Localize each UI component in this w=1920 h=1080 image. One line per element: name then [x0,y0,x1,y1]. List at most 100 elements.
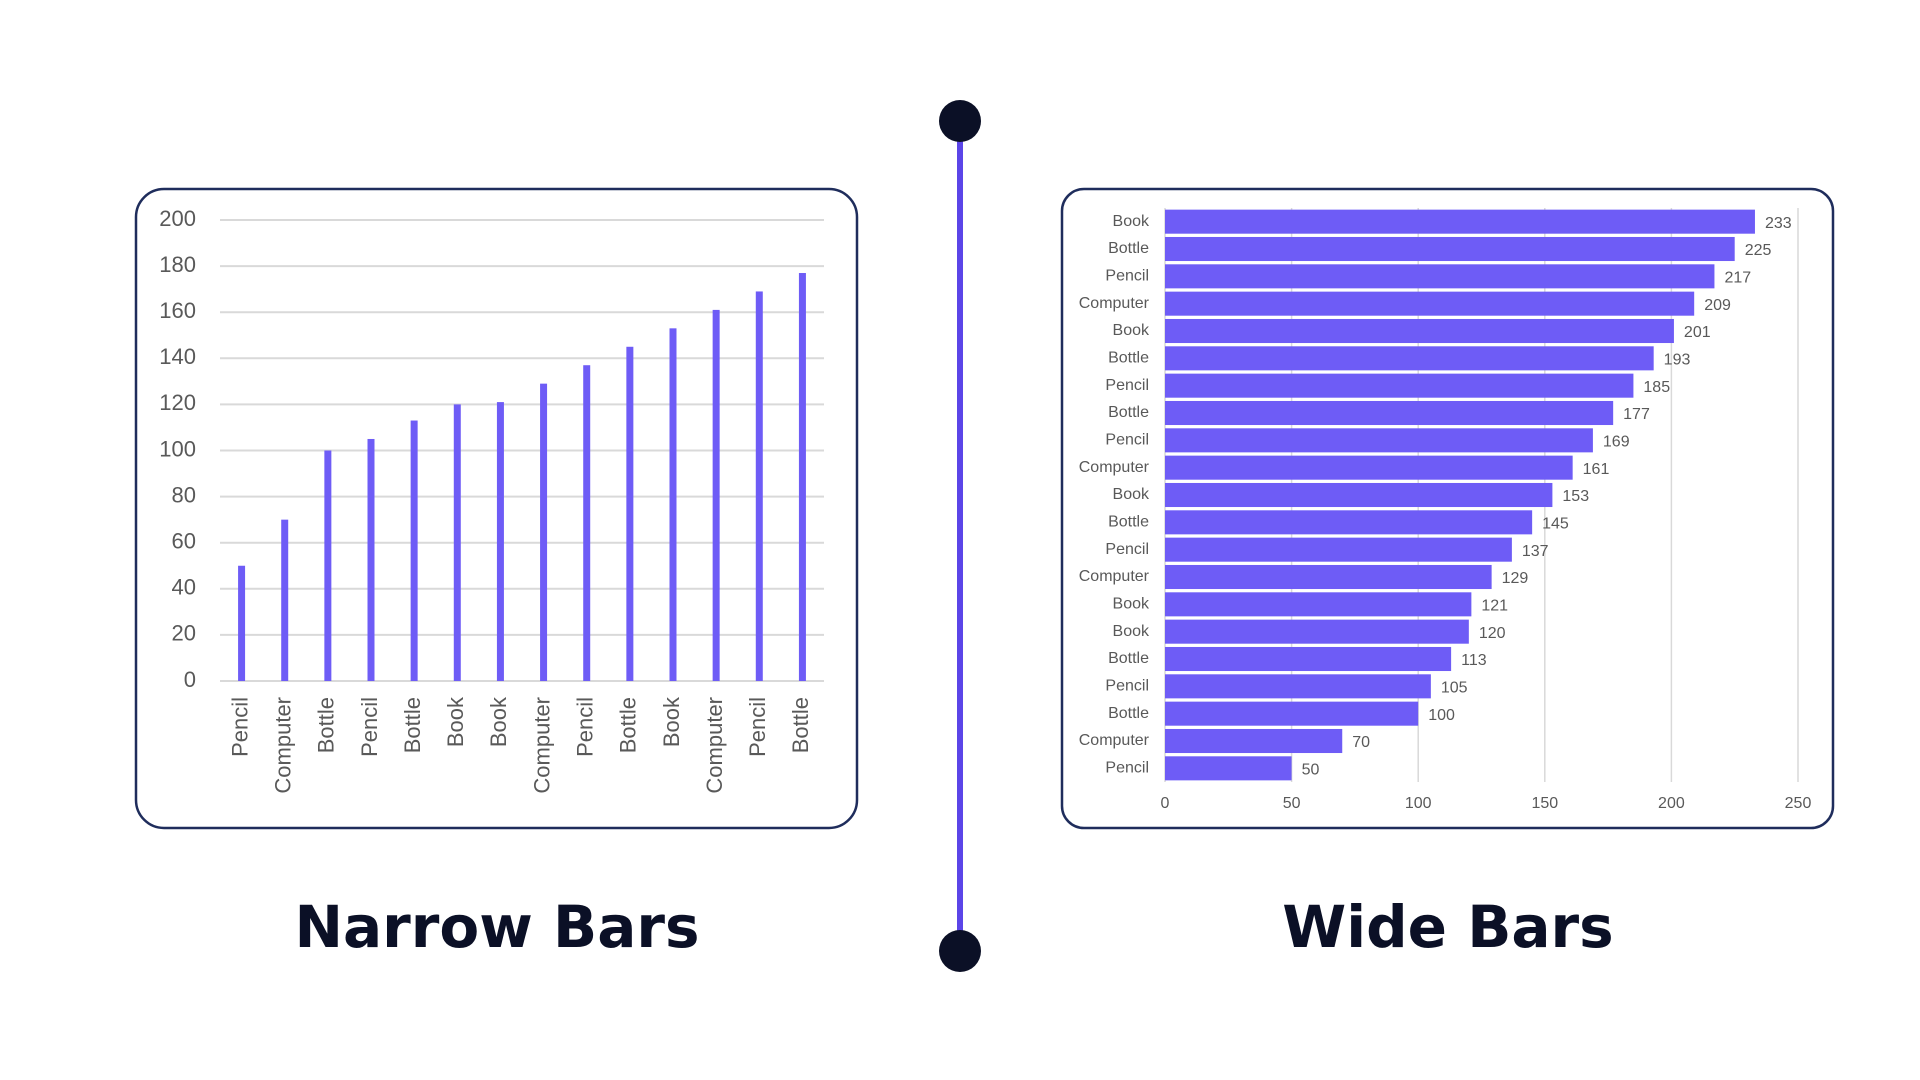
y-tick-label: 120 [159,390,196,415]
y-tick-label: Bottle [1108,705,1149,722]
y-tick-label: Pencil [1105,541,1149,558]
bar [281,519,289,681]
divider-dot [939,100,981,142]
data-label: 161 [1583,461,1610,478]
bar [1165,291,1695,316]
data-label: 225 [1745,242,1772,259]
bar [1165,346,1654,371]
y-tick-label: Computer [1079,295,1150,312]
bar [1165,537,1512,562]
y-tick-label: Pencil [1105,377,1149,394]
y-tick-label: Book [1113,596,1150,613]
x-tick-label: Bottle [314,697,339,753]
bar [1165,564,1492,590]
bar [1165,400,1614,426]
bar [583,365,591,681]
bar [1165,728,1343,754]
data-label: 129 [1502,570,1529,587]
bar [1165,701,1419,726]
x-tick-label: Book [659,696,684,747]
y-tick-label: 200 [159,206,196,231]
y-tick-label: Pencil [1105,678,1149,695]
bar [1165,318,1674,344]
y-tick-label: Book [1113,213,1150,230]
x-tick-label: Pencil [573,697,598,757]
x-tick-label: 200 [1658,795,1685,812]
bar [1165,756,1292,781]
x-tick-label: Computer [271,697,296,794]
data-label: 50 [1302,762,1320,779]
bar [798,273,806,681]
bar [453,404,461,681]
data-label: 105 [1441,680,1468,697]
data-label: 100 [1428,707,1455,724]
x-tick-label: Bottle [616,697,641,753]
x-tick-label: Bottle [400,697,425,753]
y-tick-label: 20 [172,621,196,646]
x-tick-label: 100 [1405,795,1432,812]
y-tick-label: Computer [1079,732,1150,749]
y-tick-label: 80 [172,482,196,507]
chart-frame [134,187,859,830]
y-tick-label: Computer [1079,459,1150,476]
bar [669,328,677,681]
x-tick-label: Book [486,696,511,747]
data-label: 185 [1643,379,1670,396]
bar [1165,674,1431,699]
chart-title: Narrow Bars [295,893,700,961]
data-label: 177 [1623,406,1650,423]
y-tick-label: Pencil [1105,432,1149,449]
data-label: 70 [1352,734,1370,751]
x-tick-label: Bottle [788,697,813,753]
bar [238,565,246,681]
y-tick-label: Book [1113,623,1150,640]
data-label: 217 [1724,270,1751,287]
x-tick-label: 150 [1531,795,1558,812]
x-tick-label: 250 [1785,795,1812,812]
data-label: 209 [1704,297,1731,314]
divider-dot [939,930,981,972]
bar [1165,482,1553,508]
data-label: 113 [1461,652,1487,669]
y-tick-label: Bottle [1108,240,1149,257]
bar [1165,592,1472,617]
x-tick-label: 50 [1283,795,1301,812]
bar [626,346,634,681]
data-label: 137 [1522,543,1549,560]
bar [755,291,763,681]
bar [1165,455,1573,480]
data-label: 120 [1479,625,1506,642]
data-label: 145 [1542,516,1569,533]
x-tick-label: Computer [529,697,554,794]
bar [712,309,720,681]
bar [1165,209,1755,234]
chart-title: Wide Bars [1282,893,1613,961]
y-tick-label: 0 [184,667,196,692]
y-tick-label: 160 [159,298,196,323]
y-tick-label: Computer [1079,568,1150,585]
data-label: 233 [1765,215,1792,232]
bar [496,402,504,681]
y-tick-label: 60 [172,529,196,554]
data-label: 169 [1603,434,1630,451]
bar [1165,646,1452,672]
data-label: 121 [1481,598,1508,615]
x-tick-label: Book [443,696,468,747]
y-tick-label: Pencil [1105,760,1149,777]
bar [410,420,418,681]
y-tick-label: 100 [159,436,196,461]
x-tick-label: Pencil [357,697,382,757]
x-tick-label: Computer [702,697,727,794]
data-label: 201 [1684,324,1711,341]
y-tick-label: Bottle [1108,650,1149,667]
data-label: 153 [1562,488,1589,505]
y-tick-label: Book [1113,486,1150,503]
bar [1165,373,1634,398]
bar [1165,264,1715,289]
bar [1165,428,1593,453]
bar [1165,510,1533,535]
x-tick-label: 0 [1161,795,1170,812]
y-tick-label: Book [1113,322,1150,339]
